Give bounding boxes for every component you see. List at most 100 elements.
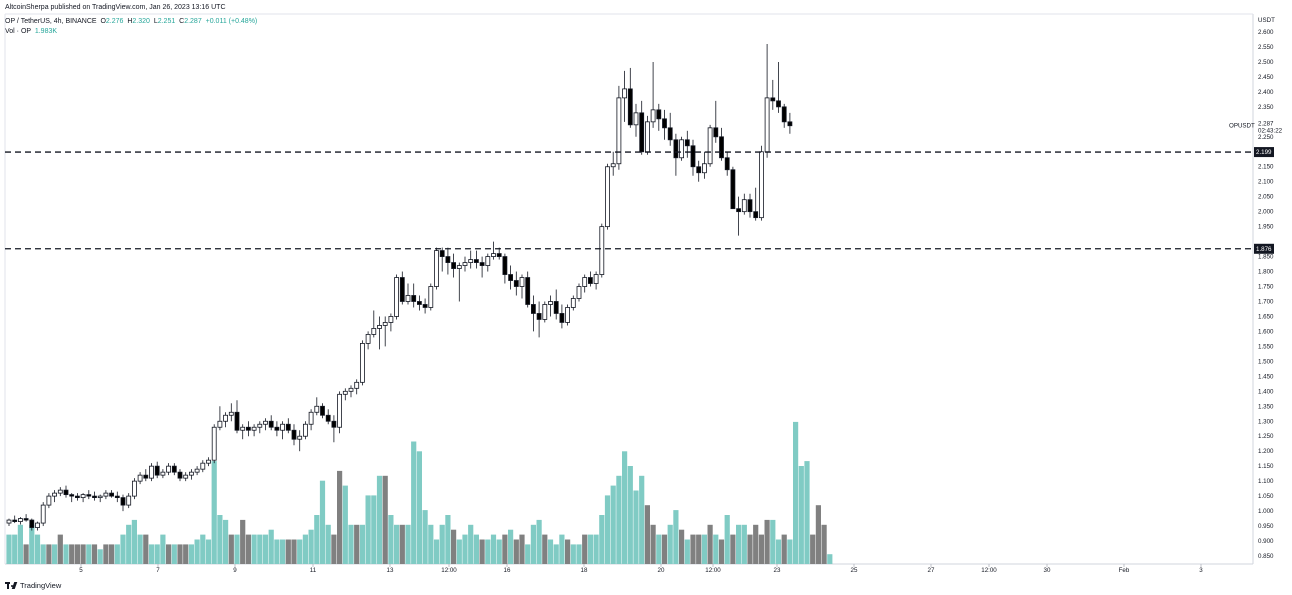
volume-bar [57,534,63,564]
price-tick-label: 2.400 [1258,89,1274,96]
candle-body [291,429,297,440]
price-tick-label: 1.650 [1258,313,1274,320]
volume-bar [371,495,377,564]
volume-bar [365,495,371,564]
volume-bar [91,544,98,564]
candle-body [63,489,69,496]
candle-body [593,274,599,284]
open-label: O [100,18,106,25]
candle-body [479,262,485,266]
volume-bar [758,534,764,564]
volume-bar [496,539,502,564]
volume-bar [40,544,46,564]
candle-body [342,390,348,395]
time-tick-label: 20 [658,567,665,574]
candle-body [690,145,696,168]
low-value: 2.251 [157,18,176,25]
candle-body [445,256,451,263]
tradingview-logo[interactable]: TradingView [5,581,61,590]
candle-body [485,256,491,266]
price-tick-label: 1.050 [1258,493,1274,500]
price-tick-label: 1.200 [1258,448,1274,455]
candle-body [6,519,12,524]
candle-body [736,208,741,213]
level-price-label: 2.199 [1256,149,1272,156]
volume-bar [274,539,280,564]
volume-bar [684,539,690,564]
last-price-tag [1254,119,1276,128]
time-tick-label: 27 [928,567,935,574]
volume-bar [667,524,673,564]
volume-bar [616,475,622,564]
volume-bar [34,534,41,564]
symbol-info: OP / TetherUS, 4h, BINANCE O2.276 H2.320… [5,18,257,25]
price-tick-label: 2.350 [1258,104,1274,111]
volume-bar [661,534,668,564]
volume-bar [308,529,314,564]
candle-body [719,136,724,159]
candle-body [217,420,223,428]
high-value: 2.320 [132,18,150,25]
volume-bar [718,539,725,564]
countdown-label: 02:43:22 [1258,128,1283,135]
candle-body [126,495,132,506]
volume-bar [194,539,200,564]
candle-body [308,411,314,425]
volume-bar [217,515,223,564]
candle-body [633,112,639,126]
volume-bar [325,524,331,564]
volume-bar [599,515,605,564]
candle-body [496,253,502,257]
volume-bar [570,544,576,564]
volume-bar [319,480,326,564]
volume-bar [69,544,75,564]
tradingview-icon [5,582,18,589]
volume-bar [166,544,172,564]
volume-bar [724,515,730,564]
candle-body [240,426,246,431]
volume-bar [291,539,297,564]
candle-body [194,468,200,473]
volume-bar [97,549,103,564]
volume-bar [148,544,155,564]
candle-body [274,426,280,431]
candle-body [365,334,371,344]
volume-bar [479,539,485,564]
price-tick-label: 2.250 [1258,134,1274,141]
time-tick-label: Feb [1119,567,1130,574]
candle-body [639,112,645,153]
candle-body [285,423,291,431]
candle-body [377,325,382,329]
last-price-label: 2.287 [1258,121,1274,128]
price-tick-label: 1.700 [1258,298,1274,305]
volume-bar [456,539,462,564]
candle-body [741,199,747,213]
candle-body [57,489,63,494]
candle-body [770,97,776,102]
candle-body [776,100,781,108]
volume-bar [775,539,782,564]
volume-bar [804,461,810,564]
volume-bar [610,485,616,564]
volume-bar [337,470,343,564]
volume-bar [416,451,422,564]
volume-bar [513,539,519,564]
price-tick-label: 1.350 [1258,403,1274,410]
candle-body [508,274,514,281]
volume-bar [696,534,702,564]
candle-body [536,313,542,320]
candle-body [667,127,673,141]
volume-bar [530,524,536,564]
volume-bar [433,539,440,564]
volume-bar [787,539,793,564]
volume-bar [411,441,417,564]
volume-info: Vol · OP 1.983K [5,28,57,35]
close-label: C [179,18,185,25]
volume-bar [342,485,348,564]
candle-body [416,301,422,305]
candle-body [696,166,702,174]
candle-body [382,322,388,326]
candle-body [491,253,496,257]
price-tick-label: 1.500 [1258,358,1274,365]
